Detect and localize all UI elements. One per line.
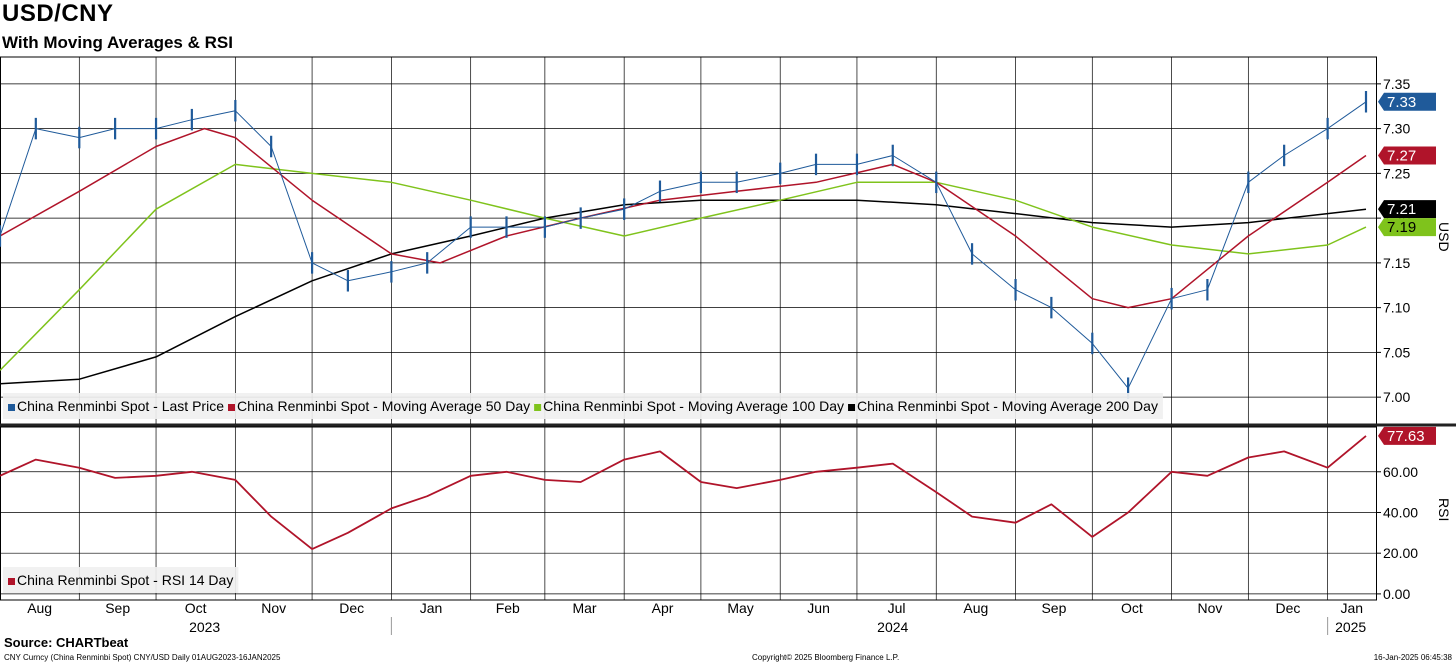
- last-price-label: 7.33: [1387, 94, 1416, 111]
- x-tick-label: Feb: [496, 600, 520, 616]
- rsi-y-tick-label: 0.00: [1383, 586, 1410, 602]
- x-tick-label: Nov: [261, 600, 286, 616]
- x-tick-label: Dec: [339, 600, 364, 616]
- x-tick-label: Oct: [185, 600, 207, 616]
- price-y-tick-label: 7.35: [1383, 76, 1410, 92]
- x-tick-label: Nov: [1198, 600, 1223, 616]
- footer-source: Source: CHARTbeat: [4, 635, 129, 650]
- price-legend-swatch: [228, 404, 235, 411]
- rsi-y-tick-label: 60.00: [1383, 464, 1418, 480]
- ma200-last-label: 7.21: [1387, 201, 1416, 218]
- price-legend-label: China Renminbi Spot - Moving Average 200…: [857, 398, 1158, 414]
- x-tick-label: Sep: [105, 600, 130, 616]
- price-y-tick-label: 7.15: [1383, 255, 1410, 271]
- x-year-label: 2025: [1335, 619, 1366, 635]
- price-legend-label: China Renminbi Spot - Moving Average 100…: [543, 398, 844, 414]
- price-legend-bg: [3, 393, 1163, 419]
- footer-ticker: CNY Curncy (China Renminbi Spot) CNY/USD…: [4, 653, 281, 662]
- rsi-legend-bg: [3, 567, 239, 593]
- rsi-legend-swatch: [8, 578, 15, 585]
- price-series-line: [0, 101, 1367, 389]
- x-tick-label: May: [727, 600, 753, 616]
- ma50-last-label-bg: [1378, 146, 1436, 165]
- x-tick-label: Aug: [963, 600, 988, 616]
- x-year-label: 2024: [877, 619, 908, 635]
- x-tick-label: Apr: [652, 600, 674, 616]
- last-price-label-bg: [1378, 92, 1436, 111]
- rsi-y-tick-label: 20.00: [1383, 545, 1418, 561]
- x-tick-label: Mar: [572, 600, 596, 616]
- rsi-last-label-bg: [1378, 426, 1436, 445]
- price-legend-swatch: [848, 404, 856, 411]
- price-legend-swatch: [8, 404, 15, 411]
- x-tick-label: Jul: [888, 600, 906, 616]
- footer-timestamp: 16-Jan-2025 06:45:38: [1373, 653, 1452, 662]
- rsi-y-tick-label: 40.00: [1383, 504, 1418, 520]
- rsi-line: [0, 435, 1367, 550]
- x-tick-label: Sep: [1041, 600, 1066, 616]
- x-tick-label: Jan: [1341, 600, 1364, 616]
- ma100-last-label-bg: [1378, 218, 1436, 237]
- ma200-last-label-bg: [1378, 200, 1436, 219]
- ma50-last-label: 7.27: [1387, 147, 1416, 164]
- ma100-line: [0, 163, 1367, 371]
- price-y-tick-label: 7.10: [1383, 300, 1410, 316]
- ma100-last-label: 7.19: [1387, 219, 1416, 236]
- price-y-tick-label: 7.00: [1383, 389, 1410, 405]
- x-tick-label: Aug: [27, 600, 52, 616]
- chart-subtitle: With Moving Averages & RSI: [2, 33, 233, 52]
- rsi-last-label: 77.63: [1387, 428, 1425, 445]
- x-tick-label: Jun: [807, 600, 830, 616]
- rsi-panel-frame: [0, 426, 1377, 601]
- x-tick-label: Jan: [420, 600, 443, 616]
- ma50-line: [0, 127, 1367, 309]
- rsi-legend-label: China Renminbi Spot - RSI 14 Day: [17, 572, 233, 588]
- price-legend-label: China Renminbi Spot - Last Price: [17, 398, 224, 414]
- footer-copyright: Copyright© 2025 Bloomberg Finance L.P.: [752, 653, 900, 662]
- price-y-tick-label: 7.25: [1383, 165, 1410, 181]
- price-panel-frame: [0, 56, 1377, 425]
- price-y-tick-label: 7.30: [1383, 121, 1410, 137]
- x-tick-label: Oct: [1121, 600, 1143, 616]
- price-y-tick-label: 7.05: [1383, 344, 1410, 360]
- x-tick-label: Dec: [1276, 600, 1301, 616]
- x-year-label: 2023: [189, 619, 220, 635]
- chart-title: USD/CNY: [2, 0, 114, 27]
- rsi-axis-title: RSI: [1436, 498, 1452, 522]
- ma200-line: [0, 199, 1367, 385]
- price-legend-swatch: [534, 404, 542, 411]
- price-legend-label: China Renminbi Spot - Moving Average 50 …: [237, 398, 530, 414]
- price-axis-title: USD: [1436, 222, 1452, 252]
